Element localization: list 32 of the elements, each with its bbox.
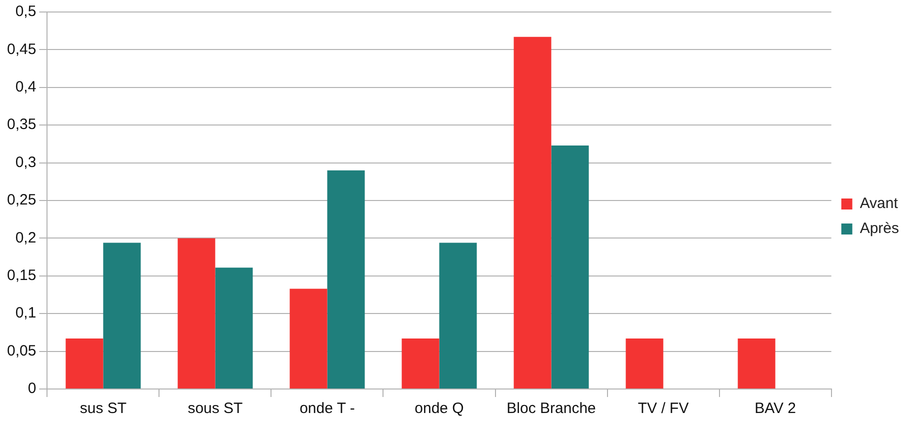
y-tick-label: 0,4 xyxy=(15,78,36,96)
bar xyxy=(514,36,552,388)
x-tick-label: BAV 2 xyxy=(754,400,796,418)
y-tick-label: 0,3 xyxy=(15,154,36,171)
y-tick-label: 0,5 xyxy=(15,3,36,20)
bar xyxy=(178,238,216,388)
x-tick-label: sus ST xyxy=(80,400,127,418)
bar xyxy=(215,268,253,388)
bar xyxy=(439,242,477,388)
y-tick-label: 0,1 xyxy=(15,304,36,322)
bar xyxy=(551,145,589,388)
bar xyxy=(290,288,328,388)
y-tick-label: 0,15 xyxy=(6,267,36,284)
x-tick-label: onde T - xyxy=(300,400,355,418)
y-tick-label: 0 xyxy=(28,380,36,398)
bar xyxy=(402,338,440,388)
x-tick-label: sous ST xyxy=(188,400,243,418)
bar xyxy=(103,242,141,388)
bar xyxy=(738,338,776,388)
y-tick-label: 0,35 xyxy=(6,116,36,134)
y-tick-label: 0,45 xyxy=(6,40,36,58)
bar xyxy=(66,338,104,388)
x-tick-label: Bloc Branche xyxy=(506,400,596,418)
y-tick-label: 0,25 xyxy=(6,192,36,209)
bar xyxy=(327,170,365,388)
x-tick-label: TV / FV xyxy=(638,400,689,418)
bar xyxy=(626,338,664,388)
y-tick-label: 0,2 xyxy=(15,229,36,246)
x-tick-label: onde Q xyxy=(414,400,464,418)
y-tick-label: 0,05 xyxy=(6,342,36,360)
legend-label: Après xyxy=(860,220,900,238)
legend-label: Avant xyxy=(860,195,899,212)
